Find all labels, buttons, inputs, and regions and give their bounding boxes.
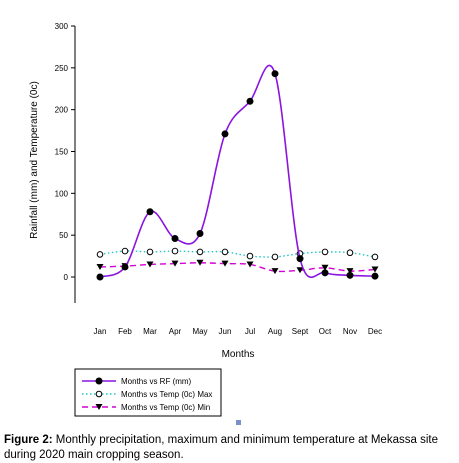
x-tick-label: Jan <box>94 327 107 336</box>
x-tick-label: Nov <box>343 327 357 336</box>
y-tick-label: 100 <box>55 189 69 198</box>
legend-label: Months vs Temp (0c) Max <box>121 390 212 399</box>
caption-text: Monthly precipitation, maximum and minim… <box>4 434 438 461</box>
data-point <box>346 249 354 257</box>
caption-label: Figure 2: <box>4 434 53 446</box>
x-tick-label: Jun <box>219 327 232 336</box>
data-point <box>171 260 179 267</box>
data-point <box>96 263 104 270</box>
y-tick-label: 200 <box>55 106 69 115</box>
data-point <box>321 264 329 271</box>
data-point <box>96 273 104 281</box>
series-2 <box>96 259 379 275</box>
legend-marker <box>95 404 103 410</box>
y-tick-label: 150 <box>55 148 69 157</box>
decorative-dot <box>236 420 241 425</box>
data-point <box>271 70 279 78</box>
data-point <box>146 208 154 216</box>
x-tick-label: May <box>192 327 207 336</box>
data-point <box>121 263 129 271</box>
x-tick-label: Mar <box>143 327 157 336</box>
legend: Months vs RF (mm) Months vs Temp (0c) Max… <box>74 368 222 417</box>
x-tick-label: Oct <box>319 327 332 336</box>
data-point <box>296 255 304 263</box>
x-tick-label: Jul <box>245 327 255 336</box>
y-tick-label: 300 <box>55 22 69 31</box>
y-tick-label: 250 <box>55 64 69 73</box>
series-line <box>99 64 376 279</box>
data-point <box>146 261 154 268</box>
chart: 0 50 100 150 200 250 300 Jan Feb Mar Apr May Jun Jul… <box>29 22 383 417</box>
data-point <box>171 247 179 255</box>
data-point <box>296 267 304 274</box>
series-0 <box>96 64 379 281</box>
y-tick-label: 50 <box>59 231 68 240</box>
data-point <box>121 247 129 255</box>
series-group <box>96 64 379 281</box>
data-point <box>271 253 279 261</box>
data-point <box>246 252 254 260</box>
x-tick-label: Sept <box>292 327 309 336</box>
legend-marker <box>95 390 103 398</box>
data-point <box>271 268 279 275</box>
data-point <box>196 229 204 237</box>
series-1 <box>96 247 379 261</box>
data-point <box>196 248 204 256</box>
data-point <box>371 272 379 280</box>
data-point <box>96 251 104 258</box>
x-axis-label: Months <box>222 349 255 360</box>
x-tick-label: Apr <box>169 327 182 336</box>
y-tick-label: 0 <box>64 273 69 282</box>
legend-label: Months vs Temp (0c) Min <box>121 403 210 412</box>
data-point <box>321 269 329 277</box>
data-point <box>346 268 354 275</box>
data-point <box>246 97 254 105</box>
data-point <box>221 130 229 138</box>
legend-marker <box>95 377 103 385</box>
y-ticks: 0 50 100 150 200 250 300 <box>55 22 75 282</box>
data-point <box>171 235 179 243</box>
data-point <box>371 266 379 273</box>
data-point <box>246 261 254 268</box>
data-point <box>146 248 154 256</box>
x-tick-label: Feb <box>118 327 132 336</box>
data-point <box>196 259 204 266</box>
figure-caption: Figure 2: Monthly precipitation, maximum… <box>4 433 456 463</box>
series-line <box>99 250 376 258</box>
series-line <box>99 262 376 273</box>
x-tick-label: Aug <box>268 327 282 336</box>
legend-label: Months vs RF (mm) <box>121 377 192 386</box>
data-point <box>321 248 329 256</box>
data-point <box>221 248 229 256</box>
x-ticks: Jan Feb Mar Apr May Jun Jul Aug Sept Oct Nov Dec <box>94 327 383 336</box>
data-point <box>371 253 379 261</box>
x-tick-label: Dec <box>368 327 382 336</box>
data-point <box>221 260 229 267</box>
data-point <box>346 271 354 279</box>
y-axis-label: Rainfall (mm) and Temperature (0c) <box>29 81 40 239</box>
